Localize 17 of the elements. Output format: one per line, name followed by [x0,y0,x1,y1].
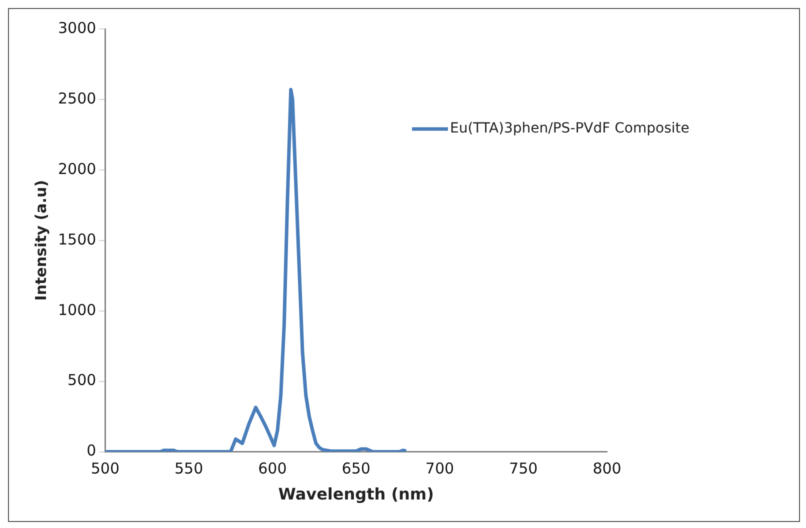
x-tick-label: 550 [174,460,204,478]
y-tick-label: 3000 [58,18,96,37]
legend-label: Eu(TTA)3phen/PS-PVdF Composite [450,120,690,137]
y-tick-label: 2000 [58,160,96,178]
x-tick-label: 500 [90,460,120,478]
x-axis-title: Wavelength (nm) [278,484,434,504]
x-tick-label: 750 [509,460,538,478]
y-axis-title: Intensity (a.u) [32,180,50,301]
x-tick-label: 600 [258,460,287,478]
x-tick-label: 650 [342,460,370,478]
y-tick-label: 500 [68,371,96,390]
y-tick-label: 1000 [58,300,96,319]
y-tick-label: 1500 [58,230,96,248]
x-tick-label: 800 [592,460,622,478]
x-tick-label: 700 [425,460,454,478]
y-tick-label: 0 [86,442,96,460]
y-tick-label: 2500 [58,89,96,108]
